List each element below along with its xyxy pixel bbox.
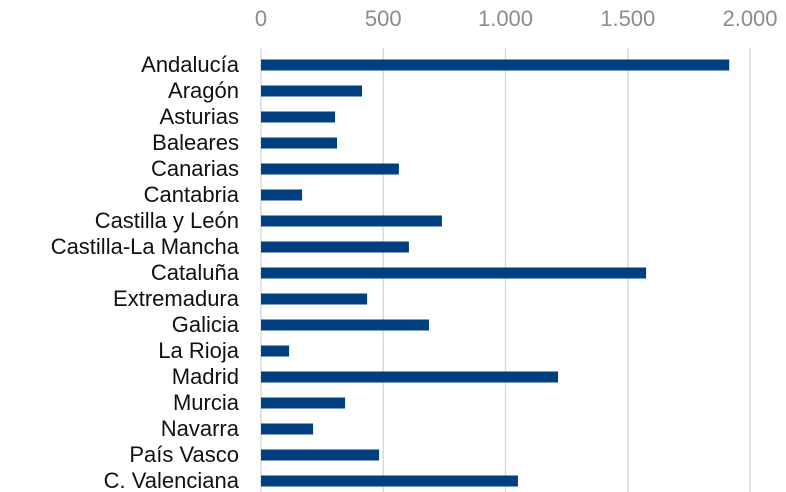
bar	[261, 111, 336, 123]
bar	[261, 189, 303, 201]
bar	[261, 345, 290, 357]
y-tick-label: Extremadura	[113, 286, 240, 311]
bar	[261, 163, 399, 175]
y-tick-label: La Rioja	[158, 338, 239, 363]
y-tick-label: Navarra	[161, 416, 240, 441]
y-tick-label: Cataluña	[151, 260, 240, 285]
y-tick-label: Castilla y León	[95, 208, 239, 233]
y-tick-label: Galicia	[172, 312, 240, 337]
bar	[261, 449, 380, 461]
bar	[261, 241, 409, 253]
y-tick-label: Baleares	[152, 130, 239, 155]
y-tick-label: Madrid	[172, 364, 239, 389]
bar	[261, 293, 368, 305]
y-tick-label: C. Valenciana	[104, 468, 240, 492]
y-tick-label: Canarias	[151, 156, 239, 181]
bar	[261, 85, 362, 97]
y-tick-label: Castilla-La Mancha	[51, 234, 240, 259]
y-tick-label: Andalucía	[141, 52, 240, 77]
bar	[261, 423, 314, 435]
x-tick-label: 2.000	[722, 6, 777, 31]
y-tick-label: País Vasco	[129, 442, 239, 467]
y-tick-label: Murcia	[173, 390, 240, 415]
bar	[261, 475, 518, 487]
x-tick-label: 0	[255, 6, 267, 31]
bar	[261, 59, 730, 71]
y-tick-label: Asturias	[160, 104, 239, 129]
y-tick-label: Aragón	[168, 78, 239, 103]
bar	[261, 397, 346, 409]
x-tick-label: 1.500	[600, 6, 655, 31]
y-tick-label: Cantabria	[144, 182, 240, 207]
bar	[261, 215, 442, 227]
bar	[261, 319, 429, 331]
x-tick-label: 1.000	[478, 6, 533, 31]
bar	[261, 267, 647, 279]
x-tick-label: 500	[365, 6, 402, 31]
bar	[261, 137, 338, 149]
bar	[261, 371, 559, 383]
